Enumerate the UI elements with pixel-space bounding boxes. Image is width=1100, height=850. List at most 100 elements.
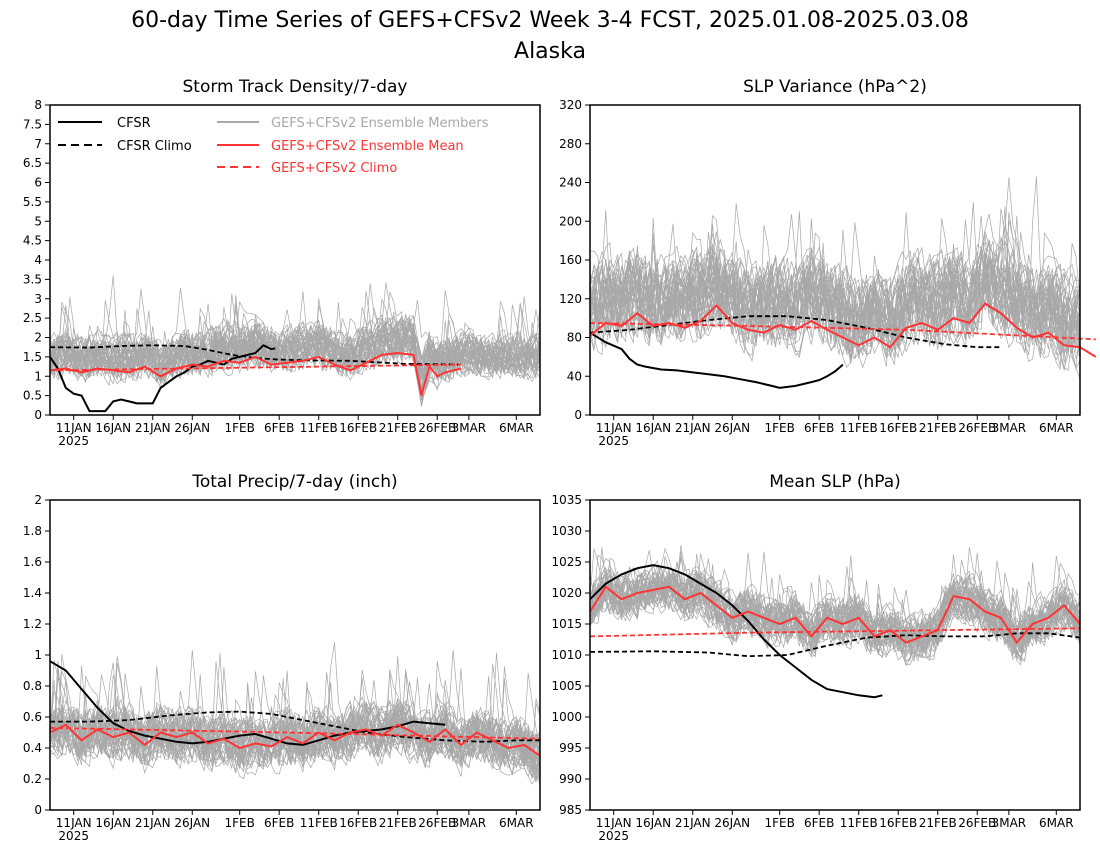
x-tick-label: 3MAR [452, 421, 487, 435]
y-tick-label: 0.5 [23, 389, 42, 403]
panel-title: SLP Variance (hPa^2) [743, 77, 927, 97]
y-tick-label: 320 [559, 98, 582, 112]
series-line-cfsr-climo [589, 315, 1001, 349]
y-tick-label: 1010 [551, 648, 582, 662]
y-tick-label: 0 [574, 408, 582, 422]
y-tick-label: 7 [34, 137, 42, 151]
y-tick-label: 1.2 [23, 617, 42, 631]
y-tick-label: 985 [559, 803, 582, 817]
y-tick-label: 1.4 [23, 586, 42, 600]
x-tick-label: 21JAN [675, 421, 711, 435]
x-tick-label: 11JAN [596, 421, 632, 435]
x-tick-label: 3MAR [992, 816, 1027, 830]
ensemble-member-line [589, 225, 1081, 359]
y-tick-label: 7.5 [23, 117, 42, 131]
y-tick-label: 1.6 [23, 555, 42, 569]
y-tick-label: 2.5 [23, 311, 42, 325]
ensemble-member-line [49, 653, 541, 773]
y-tick-label: 0.4 [23, 741, 42, 755]
figure-title: 60-day Time Series of GEFS+CFSv2 Week 3-… [131, 8, 969, 33]
x-tick-label: 1FEB [764, 421, 794, 435]
ensemble-member-line [589, 251, 1081, 356]
y-tick-label: 5.5 [23, 195, 42, 209]
y-tick-label: 1 [34, 369, 42, 383]
x-tick-label: 21FEB [919, 816, 957, 830]
x-tick-label: 16JAN [635, 816, 671, 830]
x-tick-label: 21JAN [135, 421, 171, 435]
x-tick-label: 6FEB [264, 421, 294, 435]
ensemble-member-line [589, 547, 1081, 662]
legend-label-gefs-climo: GEFS+CFSv2 Climo [271, 161, 397, 176]
ensemble-member-line [49, 320, 541, 381]
x-tick-label: 16FEB [879, 421, 917, 435]
ensemble-member-line [589, 215, 1081, 347]
x-tick-label: 21FEB [379, 421, 417, 435]
x-tick-label: 21FEB [379, 816, 417, 830]
ensemble-member-line [589, 225, 1081, 356]
y-tick-label: 80 [567, 331, 582, 345]
x-tick-label: 21JAN [135, 816, 171, 830]
plot-frame [589, 499, 1081, 811]
y-tick-label: 1035 [551, 493, 582, 507]
y-tick-label: 995 [559, 741, 582, 755]
y-tick-label: 280 [559, 137, 582, 151]
ensemble-member-line [589, 569, 1081, 649]
ensemble-members [49, 642, 541, 785]
x-tick-label: 11FEB [300, 816, 338, 830]
y-tick-label: 1 [34, 648, 42, 662]
y-tick-label: 6.5 [23, 156, 42, 170]
ensemble-member-line [589, 552, 1081, 651]
y-tick-label: 0.8 [23, 679, 42, 693]
x-tick-label: 11FEB [840, 421, 878, 435]
panel-slp-variance: SLP Variance (hPa^2) 0 40 80 120 160 200 240 28… [559, 77, 1097, 448]
x-tick-label: 11FEB [840, 816, 878, 830]
y-tick-label: 1.8 [23, 524, 42, 538]
series-line-gefs-cfsv2-ensemble-mean [589, 585, 1081, 645]
x-tick-label: 11JAN [56, 816, 92, 830]
x-tick-label: 6MAR [499, 816, 534, 830]
x-year-label: 2025 [598, 434, 629, 448]
x-tick-label: 16FEB [879, 816, 917, 830]
x-tick-label: 26FEB [958, 816, 996, 830]
x-tick-label: 11JAN [596, 816, 632, 830]
legend-label-members: GEFS+CFSv2 Ensemble Members [271, 116, 489, 131]
ensemble-member-line [589, 551, 1081, 663]
x-tick-label: 16FEB [339, 421, 377, 435]
panel-title: Total Precip/7-day (inch) [191, 472, 397, 492]
ensemble-member-line [49, 293, 541, 391]
ensemble-member-line [49, 656, 541, 767]
x-tick-label: 16JAN [95, 421, 131, 435]
y-tick-label: 160 [559, 253, 582, 267]
y-tick-label: 990 [559, 772, 582, 786]
x-tick-label: 3MAR [992, 421, 1027, 435]
series-line-gefs-cfsv2-climo [49, 363, 462, 372]
y-tick-label: 1.5 [23, 350, 42, 364]
x-tick-label: 26FEB [958, 421, 996, 435]
series-line-cfsr [589, 331, 844, 389]
ensemble-member-line [49, 303, 541, 388]
figure-region: Alaska [514, 39, 586, 64]
series-line-cfsr [589, 564, 883, 699]
x-tick-label: 6MAR [1039, 421, 1074, 435]
ensemble-member-line [49, 699, 541, 784]
x-tick-label: 26JAN [714, 816, 750, 830]
x-tick-label: 1FEB [224, 816, 254, 830]
panel-mean-slp: Mean SLP (hPa) 985 990 995 1000 1005 1010 1015… [551, 472, 1081, 843]
x-tick-label: 21JAN [675, 816, 711, 830]
series-line-cfsr-climo [50, 710, 540, 743]
ensemble-members [589, 545, 1081, 667]
ensemble-member-line [49, 319, 541, 386]
y-tick-label: 1030 [551, 524, 582, 538]
ensemble-member-line [49, 325, 541, 392]
y-tick-label: 1020 [551, 586, 582, 600]
ensemble-member-line [589, 553, 1081, 660]
x-year-label: 2025 [598, 829, 629, 843]
x-tick-label: 16JAN [95, 816, 131, 830]
x-tick-label: 6FEB [804, 421, 834, 435]
panel-title: Mean SLP (hPa) [769, 472, 901, 492]
ensemble-member-line [49, 669, 541, 779]
x-tick-label: 16JAN [635, 421, 671, 435]
y-tick-label: 40 [567, 369, 582, 383]
x-tick-label: 1FEB [224, 421, 254, 435]
x-tick-label: 26FEB [418, 816, 456, 830]
